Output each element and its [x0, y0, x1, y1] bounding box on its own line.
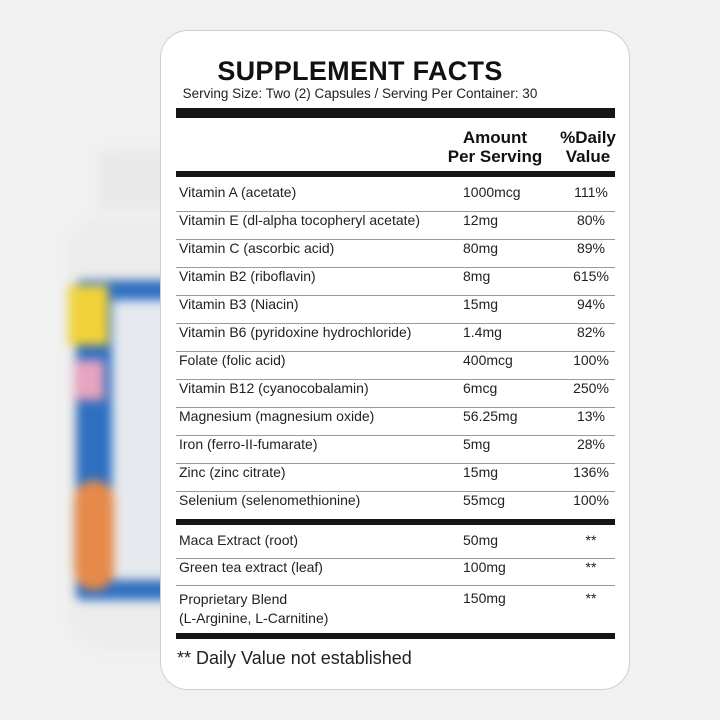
supplement-facts-card — [160, 30, 630, 690]
daily-value-header: %Daily Value — [560, 128, 616, 166]
table-row: Green tea extract (leaf) 100mg ** — [176, 559, 615, 586]
table-row: Vitamin B12 (cyanocobalamin) 6mcg 250% — [176, 380, 615, 408]
serving-info: Serving Size: Two (2) Capsules / Serving… — [182, 86, 538, 101]
table-row: Selenium (selenomethionine) 55mcg 100% — [179, 492, 609, 508]
bottom-divider — [176, 633, 615, 639]
table-row: Proprietary Blend (L-Arginine, L-Carniti… — [179, 590, 597, 626]
table-row: Zinc (zinc citrate) 15mg 136% — [176, 464, 615, 492]
table-row: Folate (folic acid) 400mcg 100% — [176, 352, 615, 380]
top-divider — [176, 108, 615, 118]
table-row: Vitamin C (ascorbic acid) 80mg 89% — [176, 240, 615, 268]
header-divider — [176, 171, 615, 177]
footnote: ** Daily Value not established — [177, 648, 412, 668]
table-row: Vitamin E (dl-alpha tocopheryl acetate) 1… — [176, 212, 615, 240]
panel-title: SUPPLEMENT FACTS — [217, 56, 503, 86]
table-row: Vitamin B3 (Niacin) 15mg 94% — [176, 296, 615, 324]
table-row: Magnesium (magnesium oxide) 56.25mg 13% — [176, 408, 615, 436]
table-row: Vitamin A (acetate) 1000mcg 111% — [176, 184, 615, 212]
table-row: Vitamin B2 (riboflavin) 8mg 615% — [176, 268, 615, 296]
table-row: Vitamin B6 (pyridoxine hydrochloride) 1.4… — [176, 324, 615, 352]
table-row: Iron (ferro-II-fumarate) 5mg 28% — [176, 436, 615, 464]
amount-header: Amount Per Serving — [447, 128, 543, 166]
section-divider — [176, 519, 615, 525]
table-row: Maca Extract (root) 50mg ** — [176, 532, 615, 559]
